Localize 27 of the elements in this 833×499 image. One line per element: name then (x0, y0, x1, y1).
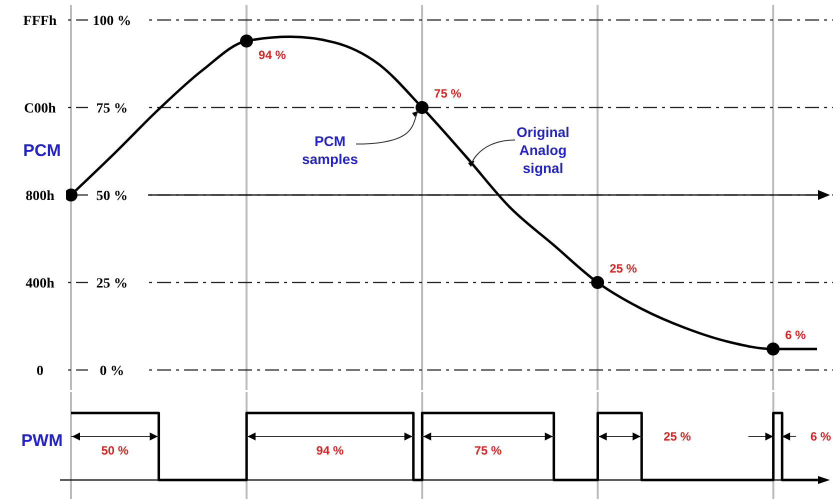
point (591, 276, 604, 289)
annotation: Original Analog signal (516, 124, 570, 176)
y-axis-title: PWM (21, 430, 63, 450)
annotation: 400h (26, 276, 55, 292)
annotation: FFFh (23, 14, 57, 29)
annotation: C00h (24, 101, 56, 116)
data-label: 94 % (258, 48, 286, 62)
annotation: 800h (26, 188, 55, 204)
y-tick-label: 50 % (96, 188, 128, 204)
y-tick-label: 25 % (96, 276, 128, 292)
y-tick-label: 0 % (100, 364, 124, 379)
y-tick-label: 100 % (92, 14, 132, 29)
annotation: 75 % (474, 444, 502, 458)
point (766, 342, 780, 356)
point (64, 188, 78, 202)
y-tick-label: 75 % (96, 101, 128, 116)
text: 0 (36, 364, 44, 379)
data-label: 25 % (610, 262, 638, 276)
annotation: PCM samples (302, 132, 358, 167)
data-label: 6 % (785, 328, 806, 342)
annotation: 25 % (664, 429, 692, 444)
annotation: 94 % (316, 444, 344, 458)
annotation: 6 % (810, 429, 832, 444)
y-axis-title: PCM (23, 140, 61, 160)
point (240, 34, 254, 48)
point (416, 101, 429, 114)
data-label: 75 % (434, 86, 462, 100)
